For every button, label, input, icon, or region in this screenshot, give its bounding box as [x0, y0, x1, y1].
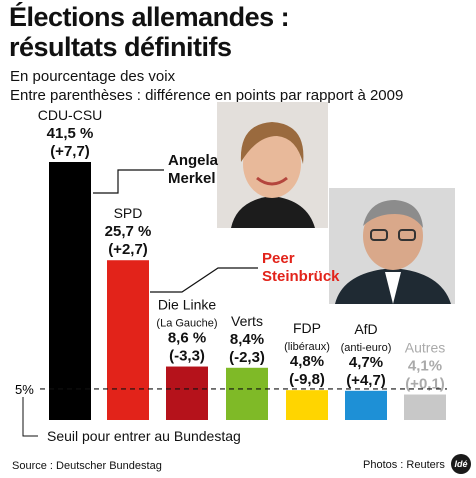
- bar-labels: (+7,7)41,5 % CDU-CSU (+2,7)25,7 % SPD (-3,3)…: [38, 107, 446, 393]
- bar-linke: [166, 366, 208, 420]
- bar-afd: [345, 390, 387, 420]
- ide-logo: Idé: [451, 454, 471, 474]
- threshold-caption: Seuil pour entrer au Bundestag: [47, 428, 241, 444]
- merkel-first-name: Angela: [168, 152, 219, 169]
- steinbruck-last-name: Steinbrück: [262, 268, 340, 285]
- party-sublabel: (libéraux): [284, 341, 330, 353]
- change-label: (+7,7): [50, 143, 90, 160]
- page-title: Élections allemandes : résultats définit…: [9, 2, 290, 62]
- value-label: 4,7%: [349, 354, 383, 371]
- title-line-1: Élections allemandes :: [9, 2, 290, 32]
- steinbruck-first-name: Peer: [262, 250, 295, 267]
- leader-lines: [93, 169, 258, 293]
- merkel-photo: [217, 102, 328, 228]
- value-label: 8,6 %: [168, 330, 206, 347]
- party-label: CDU-CSU: [38, 107, 103, 123]
- threshold-bracket: [22, 397, 38, 437]
- value-label: 8,4%: [230, 331, 264, 348]
- change-label: (-3,3): [169, 348, 205, 365]
- leader-merkel: [93, 169, 164, 194]
- bar-autres: [404, 394, 446, 420]
- change-label: (+4,7): [346, 372, 386, 389]
- subtitle-units: En pourcentage des voix: [10, 68, 176, 85]
- value-label: 41,5 %: [47, 125, 94, 142]
- merkel-last-name: Merkel: [168, 170, 216, 187]
- subtitle-note: Entre parenthèses : différence en points…: [10, 87, 404, 104]
- party-sublabel: (La Gauche): [156, 318, 217, 330]
- party-label: Verts: [231, 313, 263, 329]
- steinbruck-photo: [329, 188, 455, 304]
- bar-verts: [226, 367, 268, 420]
- bar-spd: [107, 260, 149, 420]
- change-label: (+0,1): [405, 376, 445, 393]
- change-label: (+2,7): [108, 241, 148, 258]
- value-label: 25,7 %: [105, 223, 152, 240]
- change-label: (-9,8): [289, 371, 325, 388]
- party-label: Die Linke: [158, 297, 217, 313]
- change-label: (-2,3): [229, 349, 265, 366]
- source-credit: Source : Deutscher Bundestag: [12, 460, 162, 472]
- party-sublabel: (anti-euro): [341, 342, 392, 354]
- party-label: SPD: [114, 205, 143, 221]
- party-label: FDP: [293, 320, 321, 336]
- photo-credit: Photos : Reuters: [363, 459, 445, 471]
- value-label: 4,1%: [408, 358, 442, 375]
- merkel-name: Angela Merkel: [168, 152, 218, 188]
- bar-fdp: [286, 390, 328, 420]
- threshold-label: 5%: [15, 382, 34, 397]
- bar-cdu: [49, 162, 91, 420]
- bars: [49, 162, 446, 420]
- leader-steinbruck: [150, 267, 258, 293]
- steinbruck-name: Peer Steinbrück: [262, 250, 340, 286]
- party-label: AfD: [354, 321, 377, 337]
- party-label: Autres: [405, 340, 445, 356]
- value-label: 4,8%: [290, 353, 324, 370]
- title-line-2: résultats définitifs: [9, 32, 232, 62]
